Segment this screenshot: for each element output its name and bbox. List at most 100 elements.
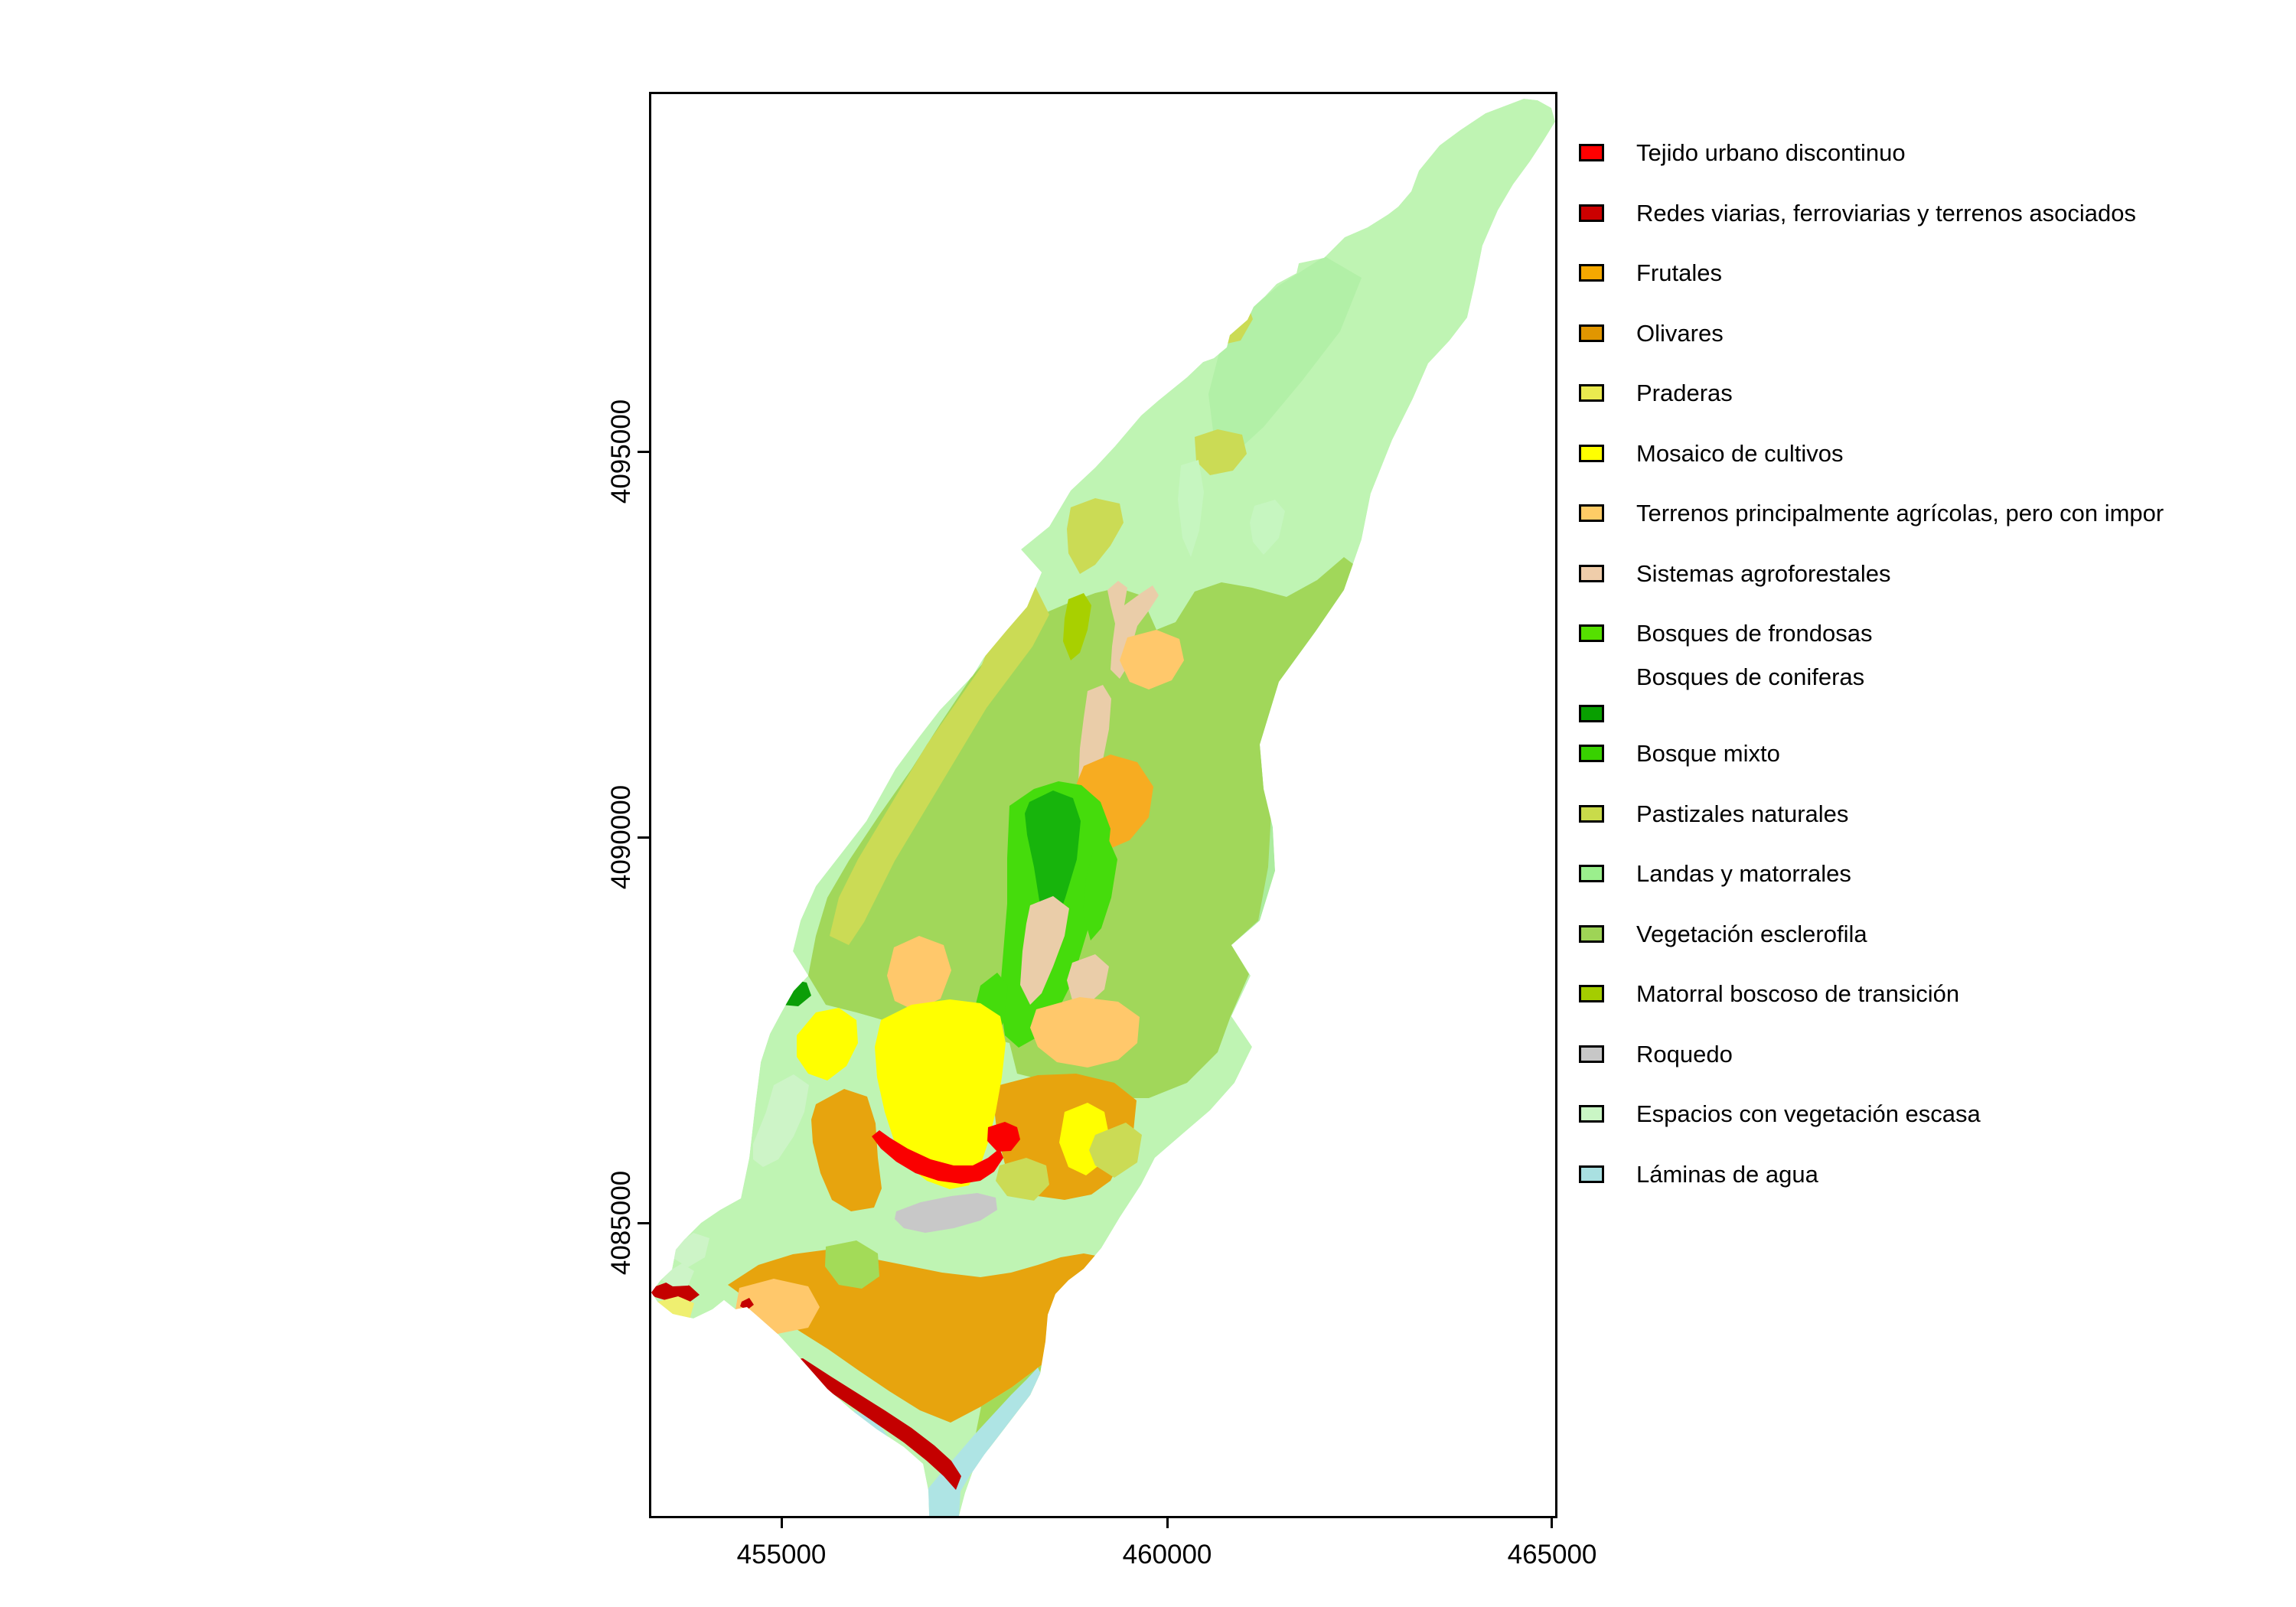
region-pale-strip-a	[1178, 460, 1204, 557]
legend-item-roquedo: Roquedo	[1579, 1024, 1733, 1084]
legend-swatch-esclerofila	[1579, 924, 1604, 943]
region-pastizales-band	[830, 569, 1049, 945]
x-tick-label: 455000	[736, 1540, 827, 1570]
x-tick-460000	[1166, 1516, 1169, 1528]
legend-label-praderas: Praderas	[1636, 380, 1733, 406]
legend-item-praderas: Praderas	[1579, 363, 1733, 423]
legend-swatch-olivares	[1579, 324, 1604, 342]
region-frutales-arm	[1130, 363, 1161, 393]
legend-item-vegetacion-escasa: Espacios con vegetación escasa	[1579, 1084, 1981, 1144]
legend-label-laminas-agua: Láminas de agua	[1636, 1160, 1818, 1188]
legend-item-frondosas: Bosques de frondosas	[1579, 603, 1873, 663]
region-redes-tip	[651, 1281, 700, 1303]
legend-swatch-matorral-boscoso	[1579, 985, 1604, 1002]
region-agroforestal-low-a	[1020, 896, 1069, 1005]
legend-label-matorral-boscoso: Matorral boscoso de transición	[1636, 980, 1960, 1007]
legend-label-roquedo: Roquedo	[1636, 1040, 1733, 1068]
region-escasa-sw-b	[662, 1263, 694, 1286]
legend-label-pastizales: Pastizales naturales	[1636, 800, 1849, 827]
legend-label-redes-viarias: Redes viarias, ferroviarias y terrenos a…	[1636, 199, 2136, 227]
legend-label-mosaico: Mosaico de cultivos	[1636, 439, 1844, 467]
legend-item-matorral-boscoso: Matorral boscoso de transición	[1579, 963, 1959, 1024]
legend-item-pastizales: Pastizales naturales	[1579, 784, 1848, 844]
legend-item-bosque-mixto: Bosque mixto	[1579, 723, 1780, 784]
legend-swatch-laminas-agua	[1579, 1165, 1604, 1183]
region-redes-sw	[789, 1358, 961, 1490]
legend-label-agroforestales: Sistemas agroforestales	[1636, 559, 1891, 587]
region-terrenos-waist	[1120, 630, 1184, 689]
region-bosque-plume	[1025, 790, 1081, 932]
legend-label-landas: Landas y matorrales	[1636, 860, 1851, 887]
y-tick-label: 4085000	[606, 1170, 636, 1276]
y-tick-4085000	[638, 1222, 650, 1224]
region-mosaico-left	[797, 1008, 858, 1081]
y-tick-label: 4090000	[606, 784, 636, 890]
legend-item-agroforestales: Sistemas agroforestales	[1579, 543, 1891, 604]
region-terrenos-left	[887, 936, 951, 1011]
region-urbano-blob	[987, 1122, 1020, 1152]
plot-area	[649, 92, 1557, 1518]
region-pastizales-waist	[1067, 498, 1124, 574]
legend-swatch-roquedo	[1579, 1045, 1604, 1063]
legend-item-olivares: Olivares	[1579, 303, 1724, 363]
region-urbano-crescent	[872, 1130, 1003, 1184]
legend-swatch-bosque-mixto	[1579, 745, 1604, 762]
legend-swatch-agroforestales	[1579, 564, 1604, 582]
legend-swatch-vegetacion-escasa	[1579, 1105, 1604, 1123]
legend-item-terrenos-agricolas: Terrenos principalmente agrícolas, pero …	[1579, 483, 2164, 543]
region-agroforestal-streak	[1107, 581, 1159, 679]
region-pale-strip-b	[1250, 500, 1285, 555]
region-roquedo	[895, 1193, 997, 1233]
legend-swatch-landas	[1579, 865, 1604, 882]
region-south-green-island	[825, 1240, 879, 1289]
legend-item-redes-viarias: Redes viarias, ferroviarias y terrenos a…	[1579, 183, 2136, 243]
land-cover-map	[651, 99, 1555, 1516]
legend-label-frondosas: Bosques de frondosas	[1636, 620, 1873, 647]
legend-label-coniferas: Bosques de coniferas	[1636, 663, 1865, 690]
legend-swatch-frondosas	[1579, 624, 1604, 642]
legend-item-mosaico: Mosaico de cultivos	[1579, 423, 1844, 484]
y-tick-4095000	[638, 451, 650, 453]
x-tick-label: 465000	[1507, 1540, 1597, 1570]
y-tick-label: 4095000	[606, 399, 636, 504]
region-matorral-strip	[1063, 593, 1091, 660]
legend-swatch-pastizales	[1579, 804, 1604, 823]
legend-item-coniferas: Bosques de coniferas	[1579, 663, 1864, 724]
region-escasa-sw-a	[674, 1233, 709, 1267]
legend-label-frutales: Frutales	[1636, 259, 1722, 286]
legend-label-vegetacion-escasa: Espacios con vegetación escasa	[1636, 1100, 1981, 1127]
y-tick-4090000	[638, 836, 650, 839]
region-escasa-west	[753, 1074, 809, 1167]
region-terrenos-right	[1030, 997, 1140, 1068]
region-agroforestal-low-b	[1067, 954, 1109, 1005]
legend-swatch-tejido-urbano	[1579, 144, 1604, 161]
legend-swatch-terrenos-agricolas	[1579, 504, 1604, 522]
legend-swatch-mosaico	[1579, 444, 1604, 462]
region-olivares-south	[728, 1250, 1119, 1423]
legend-swatch-redes-viarias	[1579, 204, 1604, 222]
legend-item-laminas-agua: Láminas de agua	[1579, 1144, 1818, 1204]
x-tick-465000	[1551, 1516, 1553, 1528]
region-pastizales-arm-b	[1195, 429, 1247, 475]
legend-item-landas: Landas y matorrales	[1579, 843, 1851, 904]
legend-item-esclerofila: Vegetación esclerofila	[1579, 904, 1867, 964]
legend-item-frutales: Frutales	[1579, 243, 1722, 303]
region-pastizales-s2	[1089, 1123, 1142, 1178]
legend-label-olivares: Olivares	[1636, 319, 1724, 347]
x-tick-455000	[781, 1516, 783, 1528]
region-landas-accent	[1208, 256, 1362, 454]
legend-item-tejido-urbano: Tejido urbano discontinuo	[1579, 122, 1906, 183]
region-redes-speck	[740, 1298, 754, 1310]
region-pastizales-s1	[996, 1158, 1049, 1201]
legend-swatch-praderas	[1579, 384, 1604, 402]
legend-swatch-frutales	[1579, 264, 1604, 282]
legend-label-esclerofila: Vegetación esclerofila	[1636, 920, 1867, 947]
region-olivares-left	[811, 1089, 882, 1211]
legend-label-terrenos-agricolas: Terrenos principalmente agrícolas, pero …	[1636, 500, 2164, 526]
region-bosque-col	[1083, 840, 1117, 940]
x-tick-label: 460000	[1122, 1540, 1212, 1570]
legend-label-bosque-mixto: Bosque mixto	[1636, 740, 1780, 767]
legend-swatch-coniferas	[1579, 704, 1604, 722]
region-mosaico-main	[875, 999, 1006, 1189]
